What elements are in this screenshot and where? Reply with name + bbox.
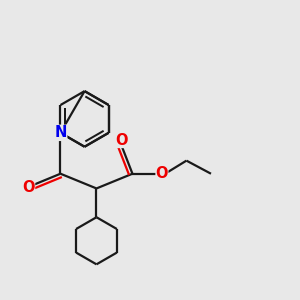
Text: O: O: [115, 133, 127, 148]
Text: O: O: [22, 180, 35, 195]
Text: N: N: [54, 125, 67, 140]
Text: O: O: [156, 166, 168, 181]
